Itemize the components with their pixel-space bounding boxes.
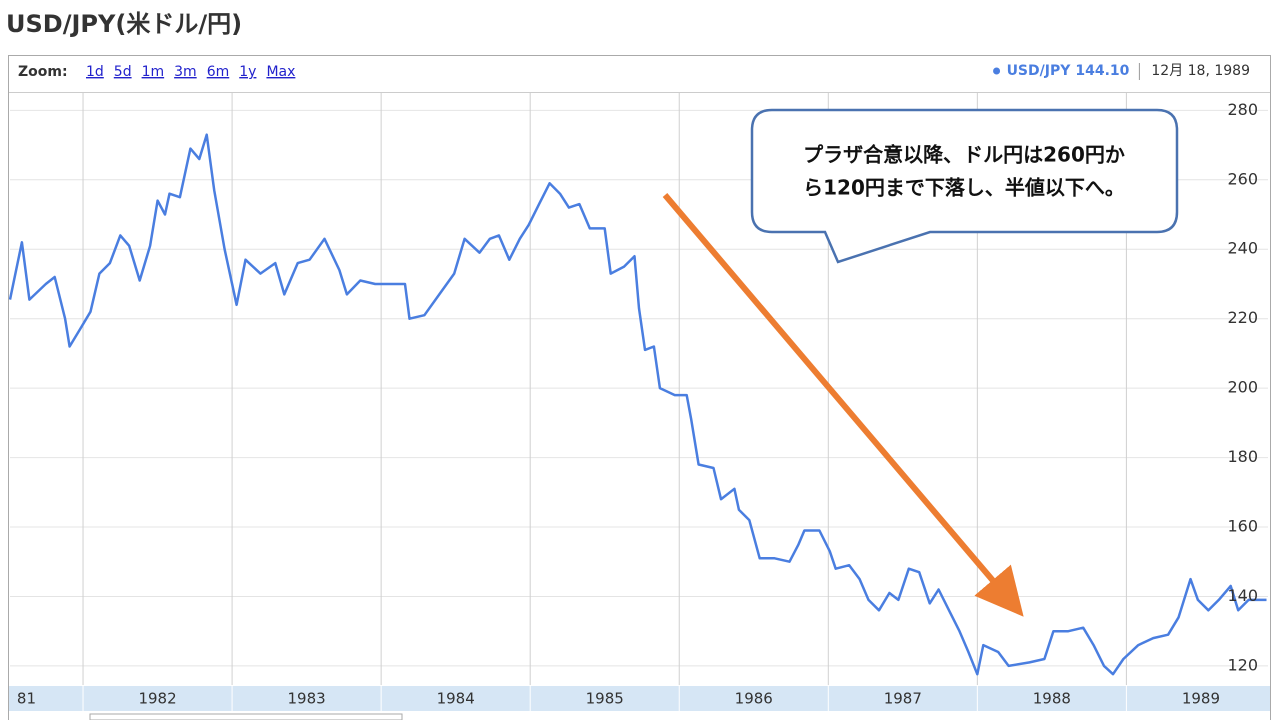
annotation-line: ら120円まで下落し、半値以下へ。 bbox=[803, 176, 1125, 200]
zoom-label: Zoom: bbox=[18, 64, 68, 80]
axes: 120 140 160 180 200 220 240 260 280 81 1982 1983 198… bbox=[17, 100, 1258, 711]
zoom-link[interactable]: 1d bbox=[86, 64, 104, 80]
x-tick-label: 1982 bbox=[138, 690, 176, 708]
plot-area bbox=[9, 133, 1267, 676]
y-tick-label: 120 bbox=[1227, 655, 1258, 674]
x-tick-label: 1986 bbox=[735, 690, 773, 708]
zoom-links: 1d 5d 1m 3m 6m 1y Max bbox=[86, 64, 295, 80]
scroll-window[interactable] bbox=[89, 713, 403, 721]
y-tick-label: 160 bbox=[1227, 517, 1258, 536]
x-tick-label: 1985 bbox=[586, 690, 624, 708]
callout-bubble bbox=[750, 108, 1179, 264]
y-tick-label: 260 bbox=[1227, 169, 1258, 188]
price-line bbox=[9, 133, 1267, 676]
x-tick-label: 1987 bbox=[884, 690, 922, 708]
y-tick-label: 240 bbox=[1227, 239, 1258, 258]
y-tick-label: 180 bbox=[1227, 447, 1258, 466]
chart-title: USD/JPY(米ドル/円) bbox=[6, 10, 242, 38]
x-axis-band bbox=[9, 686, 1270, 711]
legend-marker bbox=[993, 67, 1001, 75]
zoom-link[interactable]: 1m bbox=[142, 64, 165, 80]
y-tick-label: 280 bbox=[1227, 100, 1258, 119]
zoom-link[interactable]: 1y bbox=[239, 64, 256, 80]
legend-date: 12月 18, 1989 bbox=[1151, 63, 1250, 79]
legend-entry: USD/JPY bbox=[1007, 63, 1072, 79]
x-tick-label: 1988 bbox=[1033, 690, 1071, 708]
legend-value: 144.10 bbox=[1075, 63, 1129, 79]
annotation-line: プラザ合意以降、ドル円は260円か bbox=[803, 143, 1125, 167]
y-tick-label: 200 bbox=[1227, 378, 1258, 397]
x-tick-label: 1983 bbox=[288, 690, 326, 708]
x-tick-label: 81 bbox=[17, 690, 36, 708]
zoom-link[interactable]: 3m bbox=[174, 64, 197, 80]
zoom-link[interactable]: 5d bbox=[114, 64, 132, 80]
y-tick-label: 140 bbox=[1227, 586, 1258, 605]
x-tick-label: 1984 bbox=[437, 690, 475, 708]
zoom-link[interactable]: 6m bbox=[207, 64, 230, 80]
zoom-link[interactable]: Max bbox=[266, 64, 295, 80]
y-tick-label: 220 bbox=[1227, 308, 1258, 327]
x-tick-label: 1989 bbox=[1182, 690, 1220, 708]
trend-arrow bbox=[662, 193, 1024, 617]
grid bbox=[10, 93, 1268, 685]
